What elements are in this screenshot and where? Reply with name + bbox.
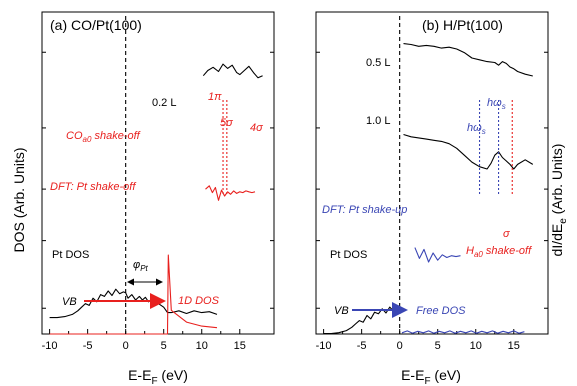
x-tick-label: -10 [42,340,58,352]
x-tick-label: -10 [316,340,332,352]
annotation-b-h-tail: shake-off [483,245,532,257]
panel-a-curves [49,63,263,335]
panel-b-x-label-tail: (eV) [431,367,461,383]
panel-b-frame [315,11,549,335]
x-tick-label: 15 [508,340,520,352]
series-line-1-3 [323,306,400,335]
panel-a-ticks: -10 -5 0 5 10 15 [42,51,274,352]
annotation-a-5sigma: 5σ [220,117,233,129]
series-line-1-4 [401,330,525,334]
x-tick-label: 10 [196,340,208,352]
right-y-axis-label-main: dI/dE [549,224,565,257]
annotation-b-h: H [466,245,474,257]
annotation-a-phi-sub: Pt [140,264,148,273]
series-line-1-1 [403,133,534,170]
panel-a-x-axis-label: E-EF (eV) [128,367,188,386]
panel-b-x-axis-label: E-EF (eV) [401,367,461,386]
annotation-b-h-sub: a0 [474,250,483,259]
annotation-a-1pi: 1π [208,91,222,103]
x-tick-label: 10 [470,340,482,352]
annotation-b-free-dos: Free DOS [416,305,466,317]
annotation-b-dft-shakeup: DFT: Pt shake-up [322,204,407,216]
left-y-axis-label: DOS (Arb. Units) [11,147,27,252]
right-y-axis-label-tail: (Arb. Units) [549,144,565,219]
panel-b-curves [323,43,534,335]
annotation-a-phi-main: φ [133,259,140,271]
annotation-a-co: CO [66,130,83,142]
annotation-b-hw-s-1: hωs [467,122,486,136]
annotation-b-0-5l: 0.5 L [366,57,390,69]
x-tick-label: -5 [83,340,93,352]
annotation-a-co-sub: a0 [83,135,92,144]
panel-b-markers [399,16,513,334]
annotation-b-hw-1: hω [467,122,482,134]
series-line-0-3 [49,254,218,335]
panel-a-x-label-main: E-E [128,367,151,383]
panel-a-x-label-sub: F [151,376,157,386]
x-tick-label: 5 [435,340,441,352]
x-tick-label: 0 [123,340,129,352]
annotation-b-pt-dos: Pt DOS [330,249,367,261]
series-line-0-2 [49,288,218,319]
panel-a-frame [41,11,275,335]
panel-b-x-label-main: E-E [401,367,424,383]
annotation-a-0-2l: 0.2 L [152,97,176,109]
annotation-b-hw-2-sub: s [502,102,506,111]
series-line-1-0 [403,43,533,77]
panel-b: (b) H/Pt(100) -10 -5 0 5 10 15 E-EF (eV) 0.5 … [315,11,549,386]
panel-a: (a) CO/Pt(100) -10 -5 0 5 10 15 E-EF (eV) 0.2… [41,11,275,386]
right-y-axis-label-sub: e [558,218,569,224]
panel-a-title: (a) CO/Pt(100) [50,17,142,33]
x-tick-label: -5 [357,340,367,352]
annotation-a-phi: φPt [133,259,149,273]
annotation-b-hw-1-sub: s [482,127,486,136]
panel-b-x-label-sub: F [424,376,430,386]
annotation-b-sigma: σ [503,228,510,240]
annotation-a-1d-dos: 1D DOS [178,295,220,307]
right-y-axis-label: dI/dEe (Arb. Units) [549,144,569,257]
annotation-a-dft-shakeoff: DFT: Pt shake-off [50,181,136,193]
panel-b-title: (b) H/Pt(100) [422,17,503,33]
annotation-a-vb: VB [62,296,77,308]
panel-a-x-label-tail: (eV) [158,367,188,383]
x-tick-label: 15 [234,340,246,352]
x-tick-label: 5 [161,340,167,352]
panel-a-markers [125,16,228,334]
series-line-0-0 [202,63,263,79]
series-line-0-1 [205,185,256,201]
series-line-1-2 [414,247,461,263]
annotation-b-hw-s-2: hωs [487,97,506,111]
x-tick-label: 0 [397,340,403,352]
annotation-b-vb: VB [334,305,349,317]
annotation-a-co-tail: shake-off [91,130,140,142]
annotation-b-h-shakeoff: Ha0 shake-off [466,245,532,259]
annotation-b-1-0l: 1.0 L [366,115,390,127]
annotation-a-co-shakeoff: COa0 shake-off [66,130,141,144]
annotation-b-hw-2: hω [487,97,502,109]
annotation-a-pt-dos: Pt DOS [52,249,89,261]
annotation-a-4sigma: 4σ [250,122,263,134]
